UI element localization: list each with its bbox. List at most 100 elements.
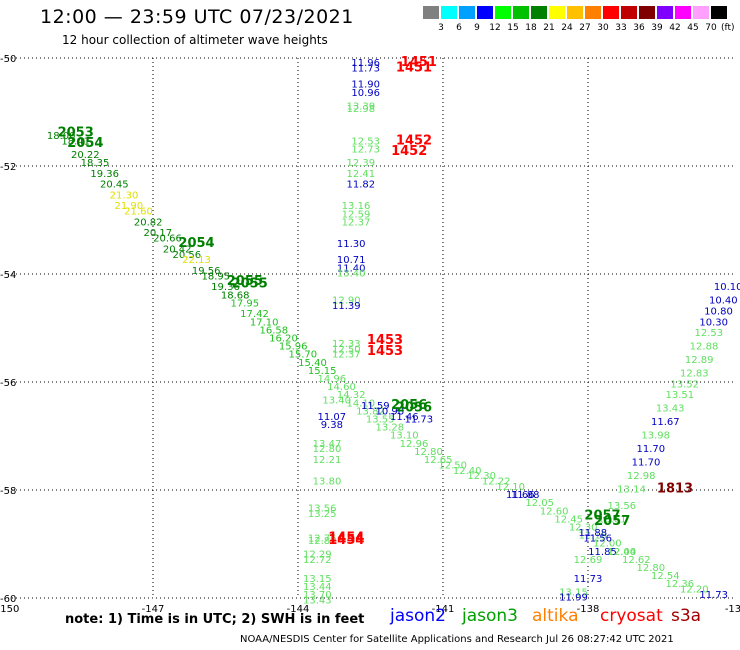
color-scale-swatch <box>603 6 619 19</box>
swh-value: 15.40 <box>298 358 327 369</box>
swh-value: 20.45 <box>100 180 129 191</box>
swh-value: 11.70 <box>632 458 661 469</box>
y-tick-label: -60 <box>0 594 16 605</box>
swh-value: 20.42 <box>163 244 192 255</box>
swh-value: 19.36 <box>90 169 119 180</box>
color-scale-swatch <box>693 6 709 19</box>
color-scale-label: 45 <box>687 23 699 33</box>
swh-value: 10.80 <box>704 307 733 318</box>
swh-value: 12.40 <box>453 466 482 477</box>
pass-number: 2056 <box>396 401 432 416</box>
color-scale-label: 39 <box>651 23 663 33</box>
swh-value: 12.53 <box>351 136 380 147</box>
swh-value: 18.00 <box>47 131 76 142</box>
swh-value: 12.36 <box>666 579 695 590</box>
swh-value: 13.44 <box>303 582 332 593</box>
swh-value: 12.80 <box>313 444 342 455</box>
swh-value: 19.56 <box>192 266 221 277</box>
swh-value: 12.10 <box>496 482 525 493</box>
pass-labels: 2053205420542055205520562056205720571451… <box>58 55 694 548</box>
color-scale-swatch <box>711 6 727 19</box>
swh-value: 11.39 <box>332 301 361 312</box>
swh-value: 18.68 <box>221 290 250 301</box>
swh-value: 18.41 <box>61 136 90 147</box>
swh-value: 19.36 <box>211 282 240 293</box>
map-grid <box>8 57 733 599</box>
swh-value: 12.76 <box>308 533 337 544</box>
swh-value: 12.20 <box>680 585 709 596</box>
pass-number: 2055 <box>227 274 263 289</box>
swh-value: 12.22 <box>482 477 511 488</box>
swh-value: 12.54 <box>651 571 680 582</box>
pass-number: 2053 <box>58 125 94 140</box>
x-tick-label: -13 <box>725 604 740 615</box>
swh-observations: 18.0018.4120.2218.3519.3620.4521.3021.90… <box>47 58 740 606</box>
color-scale-label: 36 <box>633 23 645 33</box>
color-scale-label: 27 <box>579 23 591 33</box>
pass-number: 1451 <box>396 61 432 76</box>
swh-value: 13.43 <box>303 595 332 606</box>
x-tick-label: -144 <box>287 604 310 615</box>
color-scale-swatch <box>513 6 529 19</box>
swh-value: 13.52 <box>670 379 699 390</box>
swh-value: 12.30 <box>569 523 598 534</box>
swh-value: 12.50 <box>438 460 467 471</box>
swh-value: 22.13 <box>182 255 211 266</box>
map-axes: -150 -147 -144 -141 -138 -13 -50 -52 -54 -56 -58 -6… <box>0 54 740 615</box>
swh-value: 13.16 <box>342 201 371 212</box>
color-scale-swatch <box>549 6 565 19</box>
swh-value: 12.88 <box>690 342 719 353</box>
swh-value: 9.38 <box>321 420 343 431</box>
pass-number: 2056 <box>391 398 427 413</box>
swh-value: 15.70 <box>289 350 318 361</box>
pass-number: 1452 <box>391 144 427 159</box>
swh-value: 10.98 <box>376 406 405 417</box>
x-tick-label: -150 <box>0 604 19 615</box>
swh-value: 12.39 <box>347 158 376 169</box>
satellite-legend-cryosat: cryosat <box>600 606 663 626</box>
swh-value: 16.20 <box>269 334 298 345</box>
swh-value: 12.00 <box>593 539 622 550</box>
pass-number: 1453 <box>367 333 403 348</box>
swh-value: 11.96 <box>351 58 380 69</box>
swh-value: 17.95 <box>231 298 260 309</box>
swh-value: 13.15 <box>559 587 588 598</box>
swh-value: 12.29 <box>303 550 332 561</box>
pass-number: 2055 <box>232 277 268 292</box>
swh-value: 14.96 <box>318 374 347 385</box>
color-scale-swatch <box>639 6 655 19</box>
swh-value: 11.56 <box>583 533 612 544</box>
swh-value: 12.73 <box>351 145 380 156</box>
swh-value: 20.17 <box>144 228 173 239</box>
swh-value: 11.59 <box>361 401 390 412</box>
swh-value: 13.40 <box>322 396 351 407</box>
swh-value: 21.30 <box>110 190 139 201</box>
satellite-legend-s3a: s3a <box>671 606 702 626</box>
swh-value: 11.73 <box>351 64 380 75</box>
swh-value: 11.66 <box>506 490 535 501</box>
color-scale-label: 3 <box>438 23 444 33</box>
x-tick-label: -141 <box>432 604 455 615</box>
swh-value: 13.28 <box>376 423 405 434</box>
swh-value: 11.88 <box>511 490 540 501</box>
satellite-legend-jason3: jason3 <box>462 606 518 626</box>
swh-value: 11.67 <box>651 417 680 428</box>
color-scale-label: 18 <box>525 23 537 33</box>
pass-number: 1453 <box>367 344 403 359</box>
swh-value: 12.37 <box>332 350 361 361</box>
swh-value: 17.10 <box>250 317 279 328</box>
swh-value: 12.18 <box>579 531 608 542</box>
swh-value: 11.82 <box>347 180 376 191</box>
color-scale-swatch <box>585 6 601 19</box>
color-scale-label: 6 <box>456 23 462 33</box>
swh-value: 12.30 <box>467 471 496 482</box>
swh-value: 13.39 <box>347 101 376 112</box>
color-scale-swatch <box>531 6 547 19</box>
color-scale-unit: (ft) <box>721 23 735 33</box>
color-scale-swatch <box>459 6 475 19</box>
y-tick-label: -52 <box>0 162 16 173</box>
color-scale-swatch <box>495 6 511 19</box>
swh-value: 11.88 <box>579 528 608 539</box>
swh-value: 13.47 <box>313 439 342 450</box>
